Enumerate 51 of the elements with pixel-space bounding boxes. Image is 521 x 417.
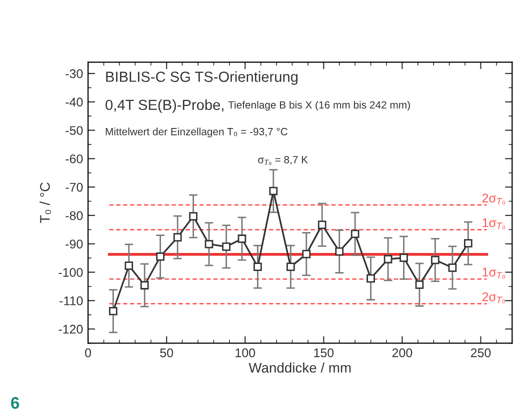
y-tick-label: -120 [58,324,83,334]
point [140,281,149,290]
annotation: σ$_{T₀}$ = 8,7 K [258,156,308,166]
point [431,256,440,264]
point [173,233,182,242]
x-tick-label: 0 [85,348,92,358]
y-tick-label: -30 [66,69,83,78]
point [238,234,246,243]
point [156,252,164,261]
x-tick-label: 250 [470,348,491,358]
point [254,262,262,271]
y-axis-title: T₀ / °C [40,182,51,224]
point [189,212,198,220]
point [400,254,408,262]
annotation: 0,4T SE(B)-Probe, [106,99,224,113]
ref-line-label: 1σ$_{T₀}$ [482,218,506,230]
ref-line-label: 2σ$_{T₀}$ [482,194,506,204]
y-tick-label: -70 [66,182,83,192]
y-tick-label: -110 [60,296,83,306]
point [204,240,214,248]
x-tick-label: 100 [236,348,256,358]
point [335,247,344,256]
point [124,262,134,270]
y-tick-label: -100 [58,268,83,277]
x-tick-label: 150 [314,348,334,358]
point [415,280,424,289]
y-tick-label: -60 [66,154,83,164]
point [269,186,278,196]
text: 6 [11,397,20,409]
y-tick-label: -90 [66,240,83,248]
annotation: BIBLIS-C SG TS-Orientierung [106,71,298,85]
ref-line-label: 1σ$_{T₀}$ [482,268,506,279]
y-tick-label: -80 [66,211,83,220]
point [350,230,360,238]
point [318,220,326,229]
point [286,262,295,271]
annotation: Mittelwert der Einzellagen T₀ = -93,7 °C [106,128,288,138]
point [302,250,311,258]
point [448,264,457,272]
x-tick-label: 200 [392,348,412,358]
point [464,239,472,248]
x-axis-title: Wanddicke / mm [248,362,351,373]
point [222,242,230,251]
x-tick-label: 50 [160,348,174,358]
point [384,254,392,264]
y-tick-label: -40 [66,98,83,107]
point [366,274,375,283]
point [109,306,118,316]
y-tick-label: -50 [66,126,83,135]
annotation: Tiefenlage B bis X (16 mm bis 242 mm) [228,100,410,111]
ref-line-label: 2σ$_{T₀}$ [482,292,506,304]
